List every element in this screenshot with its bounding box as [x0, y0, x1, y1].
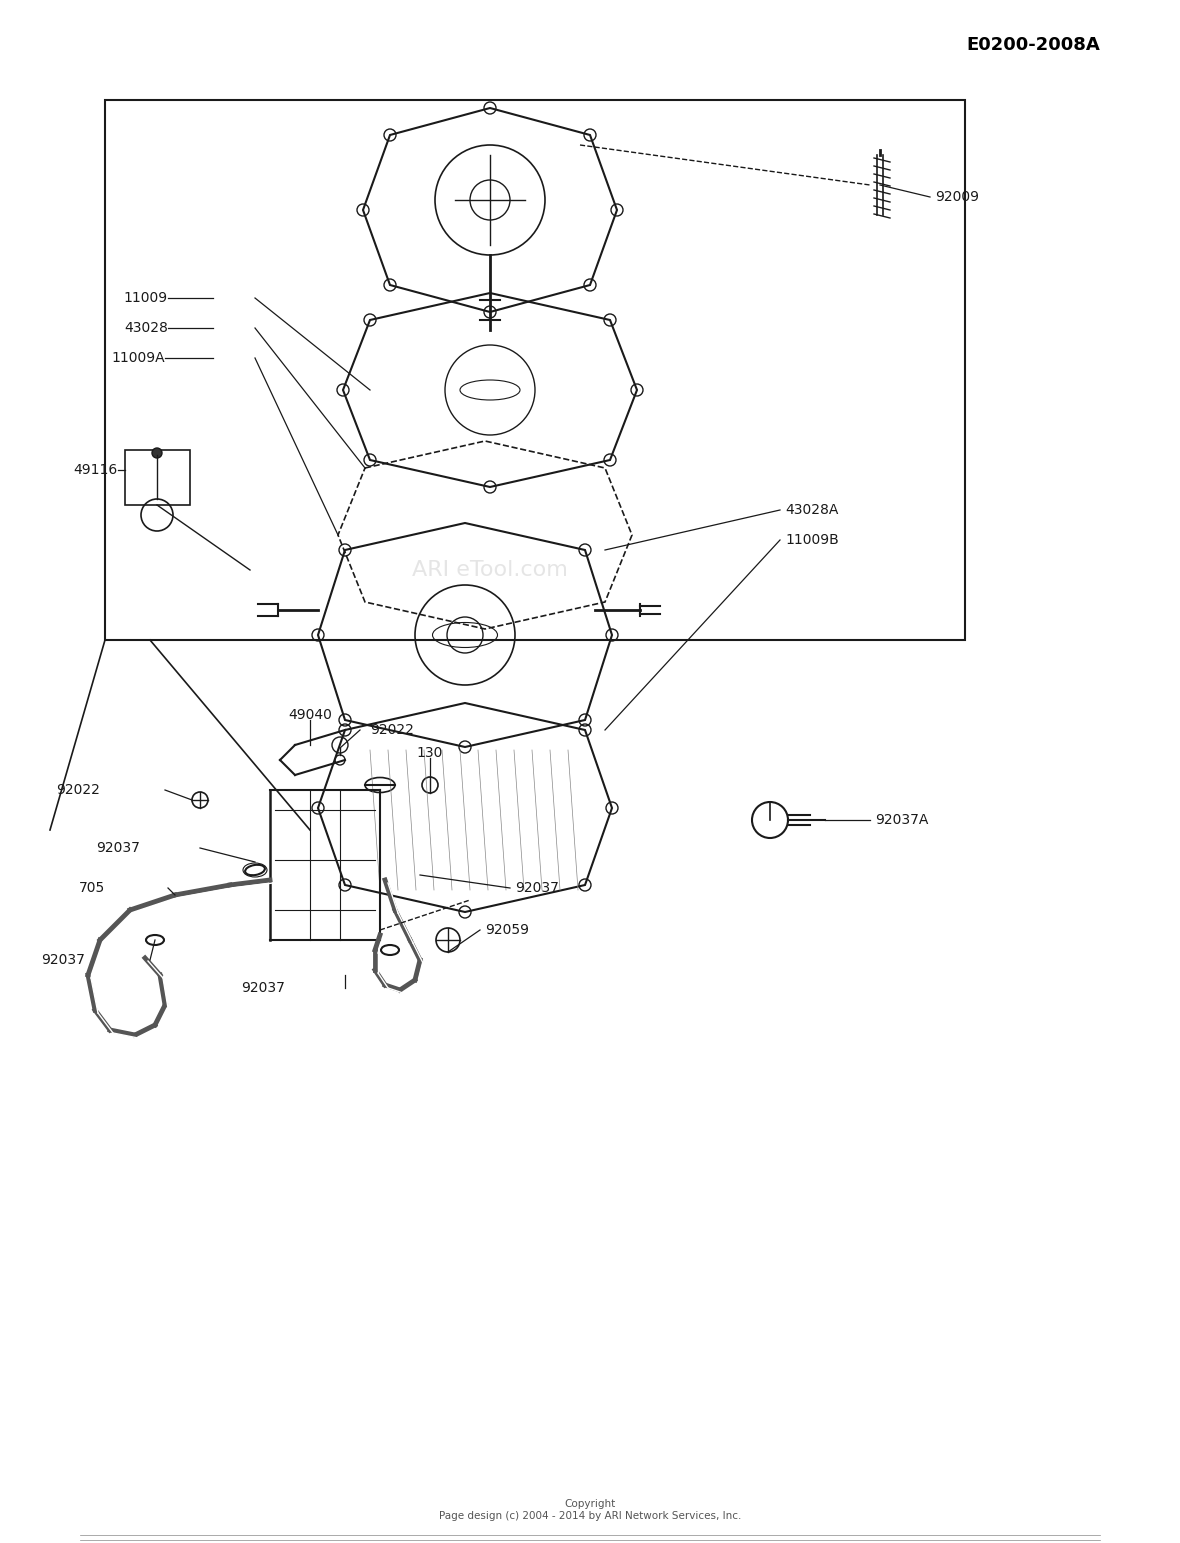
- Text: 11009B: 11009B: [785, 532, 839, 548]
- Text: 11009: 11009: [124, 292, 168, 306]
- Circle shape: [152, 447, 162, 458]
- Text: 92022: 92022: [57, 782, 100, 798]
- Bar: [125, 451, 190, 505]
- Text: 43028A: 43028A: [785, 503, 838, 517]
- Text: 43028: 43028: [124, 321, 168, 335]
- Text: E0200-2008A: E0200-2008A: [966, 35, 1100, 54]
- Text: 92022: 92022: [371, 724, 414, 738]
- Text: 92037A: 92037A: [876, 813, 929, 827]
- Text: 130: 130: [417, 745, 444, 761]
- Text: ARI eTool.com: ARI eTool.com: [412, 560, 568, 580]
- Text: 92037: 92037: [96, 841, 140, 855]
- Text: Copyright
Page design (c) 2004 - 2014 by ARI Network Services, Inc.: Copyright Page design (c) 2004 - 2014 by…: [439, 1500, 741, 1521]
- Text: 92037: 92037: [514, 881, 559, 895]
- Text: 92037: 92037: [41, 954, 85, 967]
- Text: 49040: 49040: [288, 708, 332, 722]
- Text: 92059: 92059: [485, 923, 529, 937]
- Text: 705: 705: [79, 881, 105, 895]
- Text: 11009A: 11009A: [111, 350, 165, 366]
- Text: 49116: 49116: [73, 463, 118, 477]
- Bar: [105, 100, 965, 640]
- Text: 92009: 92009: [935, 190, 979, 204]
- Text: 92037: 92037: [241, 981, 286, 995]
